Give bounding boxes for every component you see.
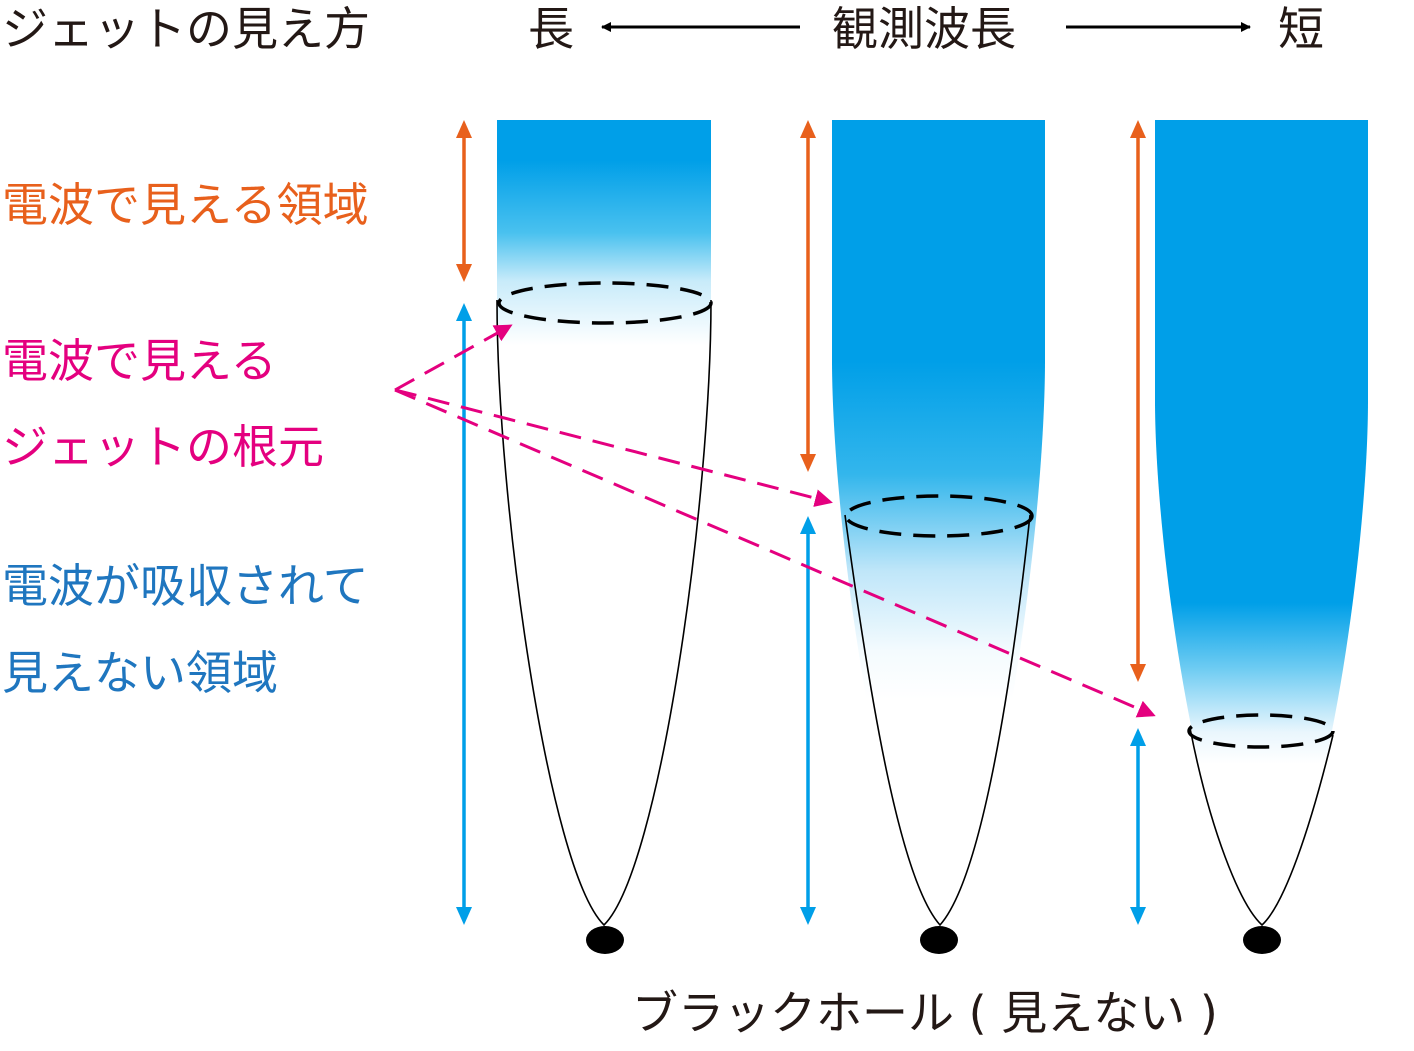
visible-region-arrow-1 (456, 120, 472, 282)
wavelength-long-label: 長 (528, 2, 574, 56)
legend-absorbed-region-line2: 見えない領域 (2, 646, 278, 700)
jet-mid-outline (844, 514, 1031, 927)
legend-radio-visible-base-line2: ジェットの根元 (2, 420, 324, 474)
absorbed-region-arrow-1 (456, 303, 472, 925)
legend-absorbed-region-line1: 電波が吸収されて (2, 559, 369, 613)
jet-long-wavelength (497, 120, 711, 925)
jet-short-outline (1189, 727, 1334, 927)
black-hole-3 (1243, 926, 1281, 954)
jet-long-outline (496, 299, 712, 927)
visible-region-arrow-3 (1130, 120, 1146, 682)
base-pointer-to-jet-3 (394, 388, 1156, 718)
jet-short-base-ring (1187, 713, 1335, 749)
legend-radio-visible-region: 電波で見える領域 (2, 178, 369, 232)
visible-region-arrow-2 (800, 120, 816, 472)
black-hole-2 (920, 926, 958, 954)
base-pointer-to-jet-1 (394, 324, 513, 392)
jet-short-wavelength (1155, 120, 1368, 925)
legend-radio-visible-base-line1: 電波で見える (2, 334, 277, 388)
absorbed-region-arrow-3 (1130, 728, 1146, 925)
wavelength-short-label: 短 (1278, 2, 1324, 56)
absorbed-region-arrow-2 (800, 516, 816, 925)
jet-mid-wavelength (832, 120, 1045, 925)
wavelength-axis-label: 観測波長 (832, 2, 1016, 56)
black-hole-caption: ブラックホール ( 見えない ) (632, 986, 1218, 1040)
jet-mid-base-ring (844, 494, 1034, 538)
jet-long-base-ring (497, 281, 713, 325)
black-hole-1 (586, 926, 624, 954)
diagram-title: ジェットの見え方 (2, 2, 370, 56)
